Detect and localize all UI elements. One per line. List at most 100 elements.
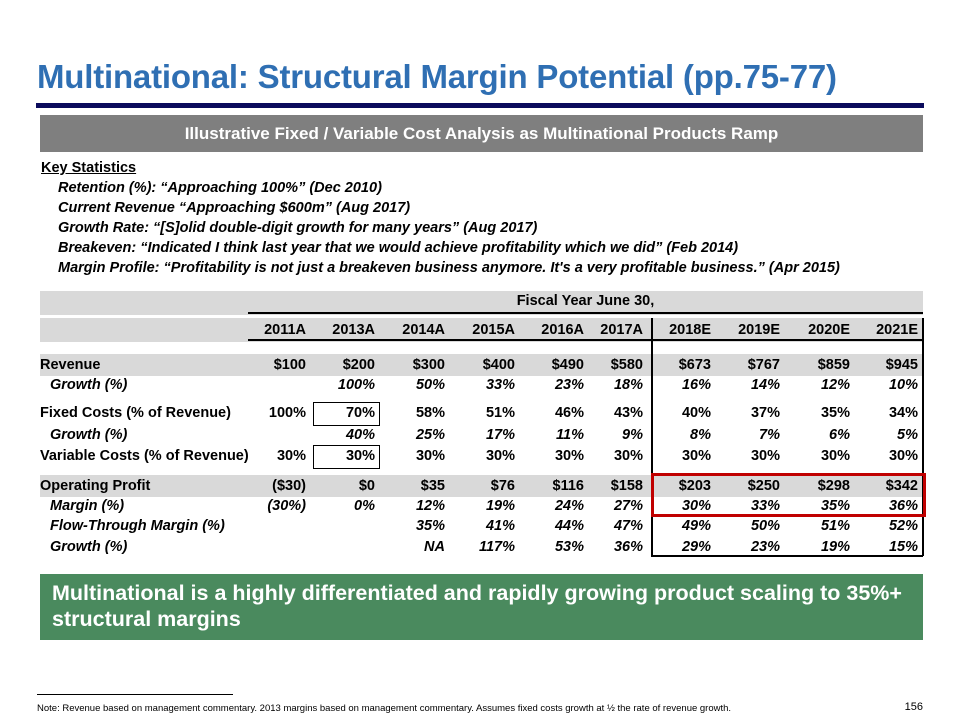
fixed-cost-2013-box bbox=[313, 402, 380, 426]
table-cell: 10% bbox=[888, 377, 918, 393]
table-cell: 51% bbox=[485, 405, 515, 421]
table-cell: 35% bbox=[415, 518, 445, 534]
table-cell: 46% bbox=[554, 405, 584, 421]
table-cell: 40% bbox=[345, 427, 375, 443]
table-row: Growth (%) NA 117% 53% 36% 29% 23% 19% 15% bbox=[40, 539, 923, 559]
page-number: 156 bbox=[904, 701, 923, 713]
table-cell: $580 bbox=[610, 357, 643, 373]
table-cell: 58% bbox=[415, 405, 445, 421]
fiscal-year-band bbox=[40, 291, 923, 315]
table-cell: 51% bbox=[820, 518, 850, 534]
revenue-row-shade bbox=[40, 354, 923, 376]
conclusion-callout: Multinational is a highly differentiated… bbox=[40, 574, 923, 640]
row-label: Growth (%) bbox=[50, 539, 128, 555]
table-cell: $945 bbox=[885, 357, 918, 373]
table-cell: $400 bbox=[482, 357, 515, 373]
table-cell: 50% bbox=[415, 377, 445, 393]
table-cell: 9% bbox=[622, 427, 643, 443]
table-cell: 15% bbox=[888, 539, 918, 555]
table-cell: 30% bbox=[820, 448, 850, 464]
key-stat-retention: Retention (%): “Approaching 100%” (Dec 2… bbox=[58, 180, 382, 196]
table-row: Growth (%) 100% 50% 33% 23% 18% 16% 14% 12% 10% bbox=[40, 377, 923, 397]
table-cell: 30% bbox=[888, 448, 918, 464]
variable-cost-2013-box bbox=[313, 445, 380, 469]
fiscal-year-rule bbox=[248, 312, 923, 314]
table-cell: 30% bbox=[276, 448, 306, 464]
table-cell: 36% bbox=[888, 498, 918, 514]
section-banner: Illustrative Fixed / Variable Cost Analy… bbox=[40, 115, 923, 152]
table-cell: 100% bbox=[337, 377, 375, 393]
note-rule bbox=[37, 694, 233, 695]
table-cell: 18% bbox=[613, 377, 643, 393]
year-header: 2021E bbox=[876, 322, 918, 338]
table-cell: $673 bbox=[678, 357, 711, 373]
table-row: Revenue $100 $200 $300 $400 $490 $580 $673 $767 $… bbox=[40, 357, 923, 377]
table-cell: 29% bbox=[681, 539, 711, 555]
table-cell: $300 bbox=[412, 357, 445, 373]
title-underline bbox=[36, 103, 924, 108]
table-cell: 27% bbox=[613, 498, 643, 514]
table-cell: 47% bbox=[613, 518, 643, 534]
year-header: 2017A bbox=[600, 322, 643, 338]
table-cell: 100% bbox=[268, 405, 306, 421]
year-header: 2019E bbox=[738, 322, 780, 338]
table-cell: 23% bbox=[554, 377, 584, 393]
row-label: Operating Profit bbox=[40, 478, 151, 494]
estimate-divider-line bbox=[651, 318, 653, 556]
table-cell: 30% bbox=[485, 448, 515, 464]
estimate-bottom-rule bbox=[651, 555, 923, 557]
table-cell: 30% bbox=[681, 498, 711, 514]
table-cell: 12% bbox=[415, 498, 445, 514]
table-cell: $203 bbox=[678, 478, 711, 494]
key-stat-current-revenue: Current Revenue “Approaching $600m” (Aug… bbox=[58, 200, 411, 216]
year-header: 2018E bbox=[669, 322, 711, 338]
table-cell: 117% bbox=[478, 539, 515, 555]
table-cell: 25% bbox=[415, 427, 445, 443]
table-cell: NA bbox=[424, 539, 445, 555]
year-header: 2011A bbox=[264, 322, 306, 338]
key-stat-margin-profile: Margin Profile: “Profitability is not ju… bbox=[58, 260, 840, 276]
table-cell: 6% bbox=[829, 427, 850, 443]
table-cell: 19% bbox=[485, 498, 515, 514]
table-cell: 36% bbox=[613, 539, 643, 555]
table-cell: $100 bbox=[273, 357, 306, 373]
table-cell: 12% bbox=[820, 377, 850, 393]
table-cell: $116 bbox=[552, 478, 584, 494]
table-cell: $158 bbox=[610, 478, 643, 494]
row-label: Growth (%) bbox=[50, 377, 128, 393]
table-cell: $200 bbox=[342, 357, 375, 373]
key-statistics: Key Statistics Retention (%): “Approachi… bbox=[41, 158, 931, 278]
table-cell: 53% bbox=[554, 539, 584, 555]
table-cell: 16% bbox=[681, 377, 711, 393]
row-label: Variable Costs (% of Revenue) bbox=[40, 448, 249, 464]
table-cell: 24% bbox=[554, 498, 584, 514]
table-cell: $490 bbox=[551, 357, 584, 373]
footnote: Note: Revenue based on management commen… bbox=[37, 703, 732, 714]
key-stat-growth-rate: Growth Rate: “[S]olid double-digit growt… bbox=[58, 220, 538, 236]
table-cell: 44% bbox=[554, 518, 584, 534]
table-cell: 17% bbox=[485, 427, 515, 443]
table-row: Variable Costs (% of Revenue) 30% 30% 30% 30… bbox=[40, 448, 923, 468]
table-cell: 33% bbox=[750, 498, 780, 514]
table-row: Margin (%) (30%) 0% 12% 19% 24% 27% 30% 33% 35% 36… bbox=[40, 498, 923, 518]
row-label: Fixed Costs (% of Revenue) bbox=[40, 405, 231, 421]
table-cell: 11% bbox=[556, 427, 584, 443]
table-cell: 49% bbox=[681, 518, 711, 534]
table-cell: 35% bbox=[820, 498, 850, 514]
table-cell: 7% bbox=[759, 427, 780, 443]
table-cell: $859 bbox=[817, 357, 850, 373]
table-cell: $342 bbox=[885, 478, 918, 494]
table-cell: 52% bbox=[888, 518, 918, 534]
year-header: 2020E bbox=[808, 322, 850, 338]
table-cell: 33% bbox=[485, 377, 515, 393]
table-cell: ($30) bbox=[272, 478, 306, 494]
operating-profit-highlight-box bbox=[651, 473, 926, 517]
year-header-band bbox=[40, 318, 923, 342]
operating-profit-row-shade bbox=[40, 475, 923, 497]
fiscal-year-label: Fiscal Year June 30, bbox=[516, 293, 655, 309]
page-title: Multinational: Structural Margin Potenti… bbox=[37, 58, 837, 95]
table-cell: 37% bbox=[750, 405, 780, 421]
table-right-border bbox=[922, 318, 924, 556]
table-row: Flow-Through Margin (%) 35% 41% 44% 47% 49% 50… bbox=[40, 518, 923, 538]
year-header-rule bbox=[248, 339, 923, 341]
